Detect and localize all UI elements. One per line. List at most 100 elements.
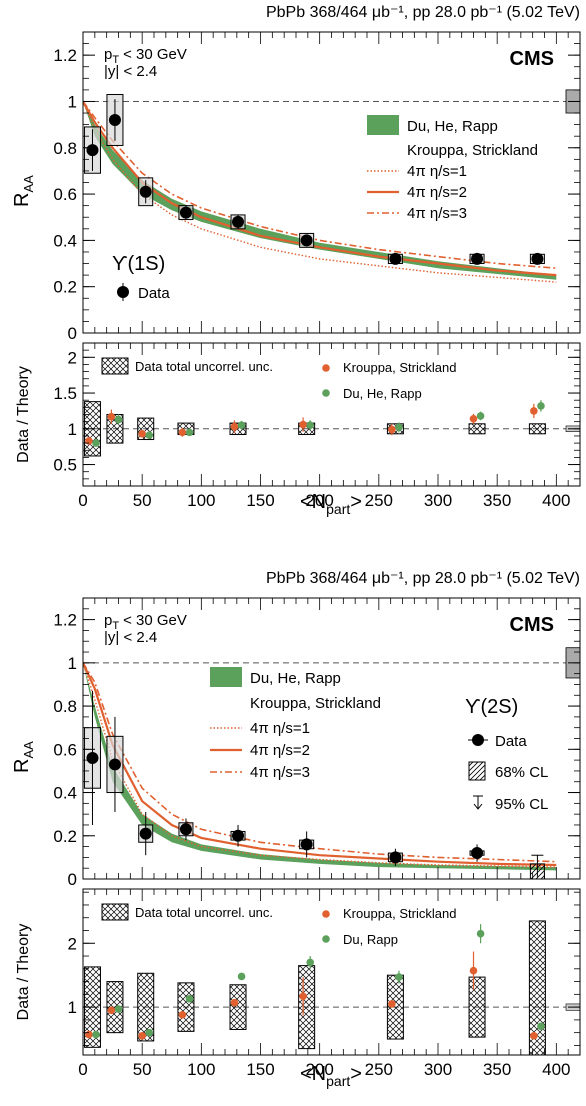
ratio-du-marker — [237, 972, 246, 981]
krouppa-curve-etas-1 — [83, 101, 557, 283]
ratio-krouppa-marker — [107, 1006, 116, 1015]
legend-cl95-arrow — [473, 803, 483, 810]
ratio-du-marker — [306, 958, 315, 967]
x-tick-label: 150 — [246, 1060, 274, 1079]
data-marker — [179, 823, 192, 836]
ratio-du-marker — [92, 1030, 100, 1039]
data-marker — [389, 252, 402, 265]
ratio-du-marker — [237, 421, 246, 430]
data-point — [529, 252, 545, 265]
legend-cl68-swatch — [468, 761, 486, 781]
data-marker — [86, 144, 99, 157]
upsilon-1s-panel: PbPb 368/464 μb⁻¹, pp 28.0 pb⁻¹ (5.02 Te… — [11, 4, 581, 517]
y-axis-label: RAA — [11, 175, 36, 207]
y-axis-label-sub: AA — [21, 741, 36, 759]
ratio-panel: 0.5 1 1.5 2 0 50 100 150 200 250 300 350 400 Data / T… — [15, 342, 581, 517]
ratio-du-marker — [395, 423, 403, 432]
ratio-legend-box-label: Data total uncorrel. unc. — [135, 905, 273, 920]
ratio-krouppa-marker — [85, 437, 93, 445]
data-point — [106, 94, 124, 146]
y-axis-label-sub: AA — [21, 175, 36, 193]
y-tick-label: 0.8 — [53, 697, 77, 716]
ratio-legend-du-marker — [322, 935, 330, 943]
ratio-krouppa-marker — [85, 1030, 93, 1039]
data-marker — [179, 206, 192, 219]
ratio-krouppa-point — [138, 430, 146, 438]
data-point — [469, 844, 485, 862]
ratio-du-point — [237, 420, 246, 430]
data-marker — [389, 851, 402, 864]
ratio-du-marker — [145, 431, 154, 440]
ratio-du-point — [537, 1022, 545, 1031]
data-point — [299, 232, 315, 248]
ratio-uncorrel-box — [298, 965, 316, 1050]
ratio-krouppa-marker — [230, 998, 239, 1007]
data-marker — [108, 113, 121, 126]
ratio-krouppa-point — [469, 413, 478, 424]
ratio-du-point — [145, 1028, 154, 1037]
header-luminosity: PbPb 368/464 μb⁻¹, pp 28.0 pb⁻¹ (5.02 Te… — [266, 4, 580, 21]
ratio-legend-krouppa-label: Krouppa, Strickland — [343, 360, 456, 375]
ratio-uncorrel-box — [528, 423, 546, 435]
ratio-krouppa-marker — [388, 1000, 396, 1008]
data-point — [83, 690, 101, 825]
ratio-uncorrel-box — [386, 974, 404, 1040]
ratio-du-point — [306, 420, 315, 431]
ratio-krouppa-point — [388, 423, 396, 436]
ratio-krouppa-point — [178, 428, 187, 437]
y-tick-label: 0.8 — [53, 139, 77, 158]
legend-data-label: Data — [495, 733, 527, 750]
x-tick-label: 100 — [187, 1060, 215, 1079]
x-tick-label: 300 — [424, 1060, 452, 1079]
ratio-y-axis-label: Data / Theory — [15, 924, 32, 1021]
ratio-y-tick-label: 2 — [68, 348, 77, 367]
ratio-krouppa-point — [178, 1010, 187, 1019]
y-tick-label: 0.2 — [53, 278, 77, 297]
legend-du-swatch — [367, 115, 399, 135]
data-marker — [300, 838, 313, 851]
ratio-y-tick-label: 0.5 — [53, 456, 77, 475]
ratio-du-point — [395, 970, 403, 984]
y-tick-label: 0 — [68, 324, 77, 343]
data-marker — [139, 827, 152, 840]
state-label: ϒ(1S) — [112, 253, 165, 275]
ratio-du-point — [92, 439, 100, 447]
raa-legend: Du, He, Rapp Krouppa, Strickland 4π η/s=1 4… — [112, 115, 538, 302]
data-marker — [531, 252, 544, 265]
legend-krouppa-label-3: 4π η/s=3 — [407, 205, 467, 222]
y-tick-label: 0.4 — [53, 784, 77, 803]
ratio-du-marker — [185, 995, 194, 1003]
data-point — [138, 811, 154, 856]
ratio-krouppa-point — [530, 1032, 538, 1040]
ratio-legend: Data total uncorrel. unc. Krouppa, Strick… — [101, 903, 456, 947]
ratio-du-marker — [114, 1005, 123, 1013]
y-axis-label-main: R — [11, 193, 33, 207]
cut-pt: pT < 30 GeV — [104, 612, 187, 632]
ratio-krouppa-marker — [469, 966, 478, 975]
ratio-krouppa-point — [107, 1006, 116, 1015]
ratio-uncorrel-box — [106, 981, 124, 1034]
x-tick-label: 0 — [78, 1060, 87, 1079]
legend-du-label: Du, He, Rapp — [250, 670, 341, 687]
data-marker — [471, 252, 484, 265]
ratio-du-point — [476, 411, 485, 421]
ratio-krouppa-marker — [230, 422, 239, 431]
ratio-du-point — [306, 956, 315, 969]
state-label: ϒ(2S) — [465, 696, 518, 718]
data-point — [387, 252, 403, 265]
x-tick-label: 350 — [483, 491, 511, 510]
data-point — [230, 824, 246, 847]
ratio-du-point — [114, 1005, 123, 1013]
ratio-legend-box-label: Data total uncorrel. unc. — [135, 359, 273, 374]
ratio-du-marker — [537, 402, 545, 410]
ratio-legend-krouppa-label: Krouppa, Strickland — [343, 906, 456, 921]
ratio-du-marker — [185, 428, 194, 437]
ratio-uncorrel-box — [468, 976, 486, 1038]
ratio-legend-box-swatch — [101, 357, 129, 375]
ratio-panel: 1 2 0 50 100 150 200 250 300 350 400 Data / Theory <… — [15, 888, 581, 1089]
y-tick-label: 0.2 — [53, 827, 77, 846]
x-tick-label: 400 — [542, 491, 570, 510]
ratio-uncorrel-box — [298, 422, 316, 436]
data-point — [178, 818, 194, 841]
